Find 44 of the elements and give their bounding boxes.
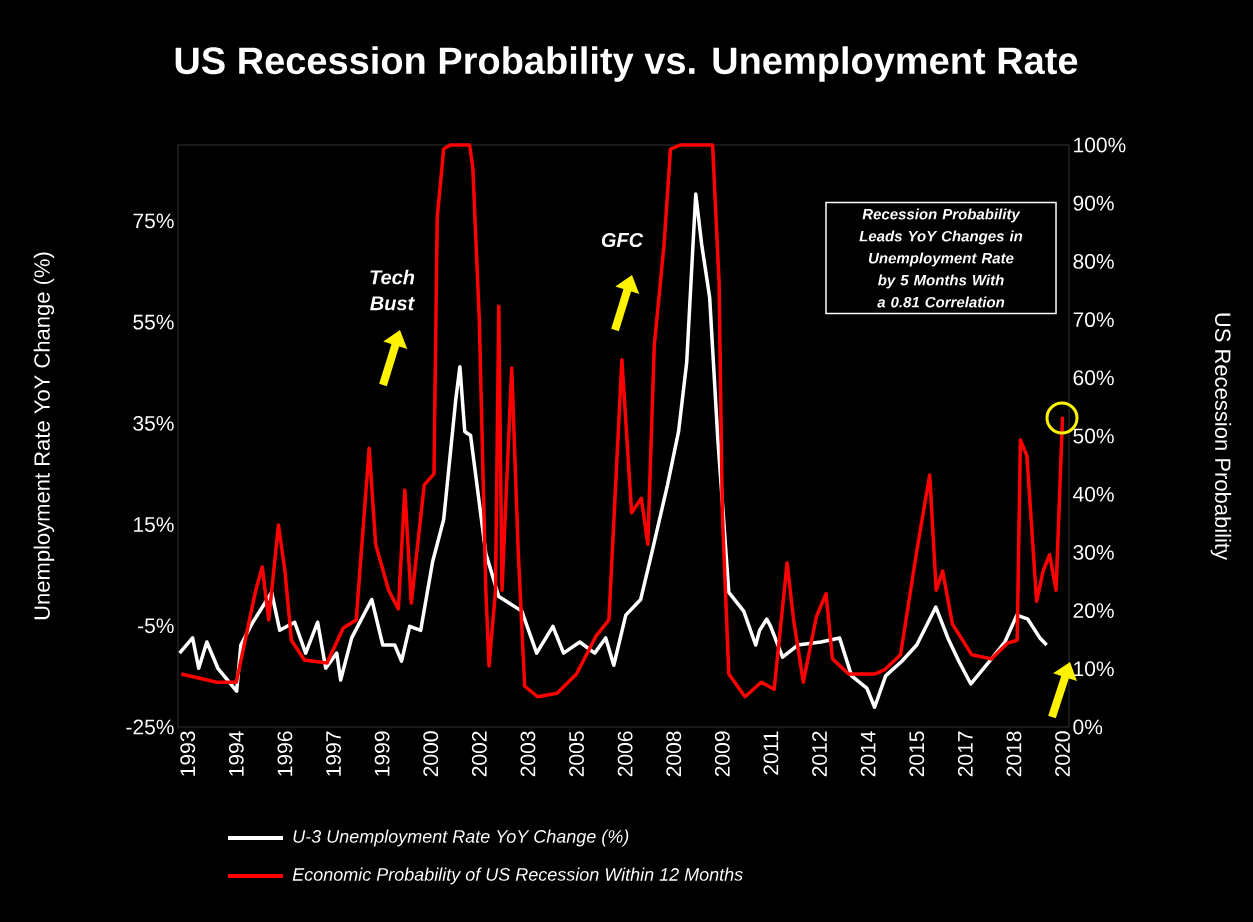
y2-tick-label: 70% [1073, 312, 1114, 328]
x-tick-label: 2000 [423, 731, 439, 777]
legend-label: U-3 Unemployment Rate YoY Change (%) [293, 829, 629, 847]
y2-tick-label: 60% [1073, 370, 1114, 386]
x-tick-label: 2002 [471, 731, 487, 777]
y-axis-title: Unemployment Rate YoY Change (%) [33, 252, 55, 620]
x-tick-label: 2003 [520, 731, 536, 777]
y2-tick-label: 90% [1073, 195, 1114, 211]
x-tick-label: 2012 [812, 731, 827, 777]
y2-axis-title: US Recession Probability [1210, 313, 1232, 561]
x-tick-label: 2005 [569, 731, 584, 777]
y2-tick-label: 20% [1073, 603, 1114, 619]
y-tick-label: 15% [134, 517, 174, 532]
y2-tick-label: 50% [1073, 428, 1114, 444]
y-tick-label: 35% [133, 415, 174, 431]
annotation: Recession Probability Leads YoY Changes in Unemployment Rate by 5 Months With a 0.81 Correlation [859, 208, 1023, 308]
x-tick-label: 1994 [228, 731, 244, 776]
x-tick-label: 1996 [277, 731, 293, 776]
y-tick-label: 75% [133, 213, 174, 229]
x-tick-label: 1993 [180, 731, 196, 776]
x-tick-label: 2014 [860, 731, 876, 777]
legend-label: Economic Probability of US Recession Within 12 Months [292, 867, 743, 885]
y2-tick-label: 80% [1073, 253, 1114, 269]
x-tick-label: 2020 [1055, 731, 1070, 777]
y2-tick-label: 40% [1073, 486, 1114, 502]
y2-tick-label: 30% [1073, 544, 1114, 560]
x-tick-label: 1999 [374, 731, 390, 776]
chart-title: US Recession Probability vs. Unemployment Rate [175, 46, 1078, 82]
x-tick-label: 2017 [957, 731, 973, 777]
x-tick-label: 2015 [909, 731, 925, 777]
x-tick-label: 1997 [326, 731, 341, 776]
x-tick-label: 2008 [666, 731, 682, 777]
x-tick-label: 2011 [763, 731, 779, 775]
x-tick-label: 2018 [1006, 731, 1022, 777]
y-tick-label: 55% [133, 314, 174, 330]
y2-tick-label: 0% [1073, 719, 1103, 735]
y-tick-label: -25% [126, 719, 174, 735]
y2-tick-label: 10% [1074, 661, 1114, 677]
x-tick-label: 2006 [617, 731, 633, 777]
annotation: GFC [601, 232, 644, 248]
y-tick-label: -5% [138, 618, 174, 634]
annotation: Tech Bust [370, 269, 415, 311]
x-tick-label: 2009 [714, 731, 730, 777]
y2-tick-label: 100% [1074, 137, 1126, 153]
